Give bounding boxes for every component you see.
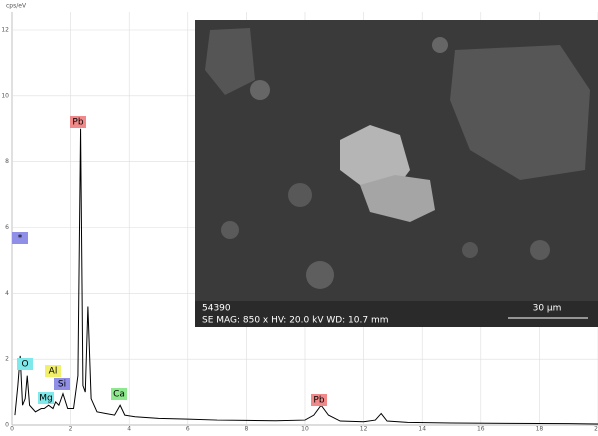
- x-tick-label: 18: [536, 426, 544, 433]
- y-tick-label: 2: [5, 356, 9, 363]
- sem-image: 54390 SE MAG: 850 x HV: 20.0 kV WD: 10.7…: [195, 20, 598, 327]
- particle: [432, 37, 448, 53]
- y-tick-label: 4: [5, 290, 9, 297]
- annotation: Mg: [39, 394, 52, 404]
- x-tick-label: 12: [360, 426, 368, 433]
- annotation: Ca: [113, 390, 125, 400]
- scale-label: 30 µm: [533, 304, 562, 314]
- y-tick-label: 6: [5, 224, 9, 231]
- particle: [462, 242, 478, 258]
- image-id: 54390: [202, 304, 231, 314]
- annotation: *: [18, 234, 23, 244]
- x-tick-label: 6: [186, 426, 190, 433]
- annotation: Al: [49, 367, 58, 377]
- annotation: Si: [58, 380, 66, 390]
- annotation: Pb: [72, 118, 83, 128]
- annotation: O: [21, 360, 28, 370]
- x-tick-label: 20: [594, 426, 598, 433]
- chart: cps/eV 0 2 4 6 8 10 12 0 2 4 6 8 10 12 14 16 18 20 54390 …: [0, 0, 598, 432]
- annotation: Pb: [313, 396, 324, 406]
- y-tick-label: 8: [5, 158, 9, 165]
- particle: [250, 80, 270, 100]
- y-tick-label: 0: [5, 422, 9, 429]
- particle: [288, 183, 312, 207]
- x-tick-label: 14: [418, 426, 426, 433]
- particle: [306, 261, 334, 289]
- x-tick-label: 10: [301, 426, 309, 433]
- x-tick-label: 0: [10, 426, 14, 433]
- x-tick-label: 2: [69, 426, 73, 433]
- particle: [221, 221, 239, 239]
- x-tick-label: 8: [244, 426, 248, 433]
- y-tick-label: 12: [1, 27, 9, 34]
- y-axis-label: cps/eV: [6, 3, 27, 10]
- x-tick-label: 16: [477, 426, 485, 433]
- y-tick-label: 10: [1, 92, 9, 99]
- x-tick-label: 4: [127, 426, 131, 433]
- image-info: SE MAG: 850 x HV: 20.0 kV WD: 10.7 mm: [202, 316, 389, 326]
- particle: [530, 240, 550, 260]
